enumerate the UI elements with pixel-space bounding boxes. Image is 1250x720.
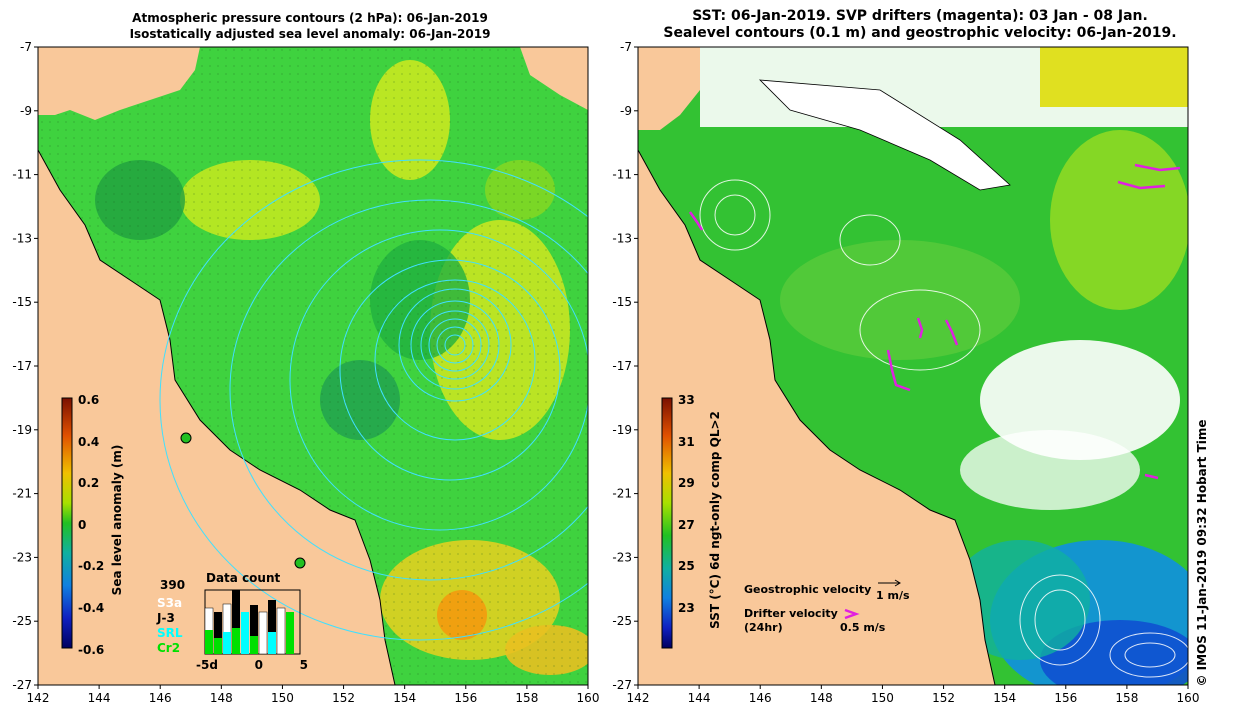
legend-j3: J-3 bbox=[157, 611, 175, 625]
x-tick-label: 146 bbox=[149, 691, 172, 705]
data-count-inset bbox=[204, 589, 301, 655]
left-panel-title: Atmospheric pressure contours (2 hPa): 0… bbox=[100, 10, 520, 42]
legend-cr2: Cr2 bbox=[157, 641, 181, 655]
y-tick-label: -15 bbox=[612, 295, 632, 309]
drifter-scale: 0.5 m/s bbox=[840, 621, 886, 634]
right-panel-title: SST: 06-Jan-2019. SVP drifters (magenta)… bbox=[640, 8, 1200, 42]
sst-colorbar-ticks: 33 31 29 27 25 23 bbox=[678, 390, 695, 619]
y-tick-label: -7 bbox=[20, 40, 32, 54]
sst-tick: 23 bbox=[678, 600, 695, 615]
y-tick-label: -13 bbox=[612, 231, 632, 245]
y-tick-label: -19 bbox=[612, 423, 632, 437]
x-tick-label: 152 bbox=[932, 691, 955, 705]
sst-colorbar-label: SST (°C) 6d ngt-only comp QL>2 bbox=[708, 411, 722, 629]
y-tick-label: -11 bbox=[612, 168, 632, 182]
x-tick-label: 156 bbox=[1054, 691, 1077, 705]
sla-colorbar-ticks: 0.6 0.4 0.2 0 -0.2 -0.4 -0.6 bbox=[78, 390, 104, 660]
y-tick-label: -11 bbox=[12, 168, 32, 182]
x-tick-label: 154 bbox=[993, 691, 1016, 705]
x-tick-label: 156 bbox=[454, 691, 477, 705]
x-tick-label: 142 bbox=[627, 691, 650, 705]
y-tick-label: -13 bbox=[12, 231, 32, 245]
x-tick-label: 148 bbox=[810, 691, 833, 705]
right-title-line1: SST: 06-Jan-2019. SVP drifters (magenta)… bbox=[692, 8, 1148, 24]
y-tick-label: -27 bbox=[612, 678, 632, 692]
y-tick-label: -25 bbox=[612, 614, 632, 628]
sla-tick: 0.2 bbox=[78, 476, 100, 491]
sst-tick: 25 bbox=[678, 559, 695, 574]
pressure-contours bbox=[159, 159, 588, 641]
y-tick-label: -25 bbox=[12, 614, 32, 628]
sla-map bbox=[38, 47, 588, 685]
x-tick-label: 144 bbox=[688, 691, 711, 705]
x-tick-label: 160 bbox=[577, 691, 600, 705]
y-tick-label: -19 bbox=[12, 423, 32, 437]
imos-credit: © IMOS 11-Jan-2019 09:32 Hobart Time bbox=[1195, 419, 1209, 687]
data-count-xaxis: -5d 0 5 bbox=[196, 658, 308, 672]
sst-tick: 27 bbox=[678, 517, 695, 532]
legend-s3a: S3a bbox=[157, 596, 183, 610]
x-tick-label: 158 bbox=[1115, 691, 1138, 705]
x-tick-label: 158 bbox=[515, 691, 538, 705]
data-count-x-tick: 0 bbox=[254, 658, 263, 672]
y-tick-label: -7 bbox=[620, 40, 632, 54]
x-tick-label: 146 bbox=[749, 691, 772, 705]
y-tick-label: -23 bbox=[612, 550, 632, 564]
data-count-legend: S3a J-3 SRL Cr2 bbox=[157, 596, 183, 656]
x-tick-label: 154 bbox=[393, 691, 416, 705]
y-tick-label: -21 bbox=[612, 487, 632, 501]
x-tick-label: 150 bbox=[271, 691, 294, 705]
sst-tick: 29 bbox=[678, 476, 695, 491]
geostrophic-scale: 1 m/s bbox=[876, 589, 910, 602]
sst-tick: 31 bbox=[678, 434, 695, 449]
left-title-line1: Atmospheric pressure contours (2 hPa): 0… bbox=[132, 11, 488, 25]
y-tick-label: -17 bbox=[612, 359, 632, 373]
data-count-title: Data count bbox=[206, 571, 281, 585]
y-tick-label: -21 bbox=[12, 487, 32, 501]
x-tick-label: 148 bbox=[210, 691, 233, 705]
land-solomon bbox=[520, 47, 588, 110]
sla-tick: 0 bbox=[78, 517, 87, 532]
sla-tick: 0.6 bbox=[78, 393, 100, 407]
data-count-x-tick: 5 bbox=[299, 658, 308, 672]
geostrophic-label: Geostrophic velocity bbox=[744, 583, 872, 596]
axes-layer: 142 144 146 148 150 152 154 156 158 160 -7 -9 -11 -13… bbox=[12, 40, 1199, 705]
sla-tick: 0.4 bbox=[78, 434, 100, 449]
data-count-total: 390 bbox=[160, 578, 186, 592]
sealevel-contours bbox=[699, 179, 1188, 678]
data-count-bars bbox=[204, 590, 294, 655]
y-tick-label: -17 bbox=[12, 359, 32, 373]
y-tick-label: -23 bbox=[12, 550, 32, 564]
sla-tick: -0.6 bbox=[78, 642, 105, 657]
sla-tick: -0.2 bbox=[78, 559, 105, 574]
drifter-label-2: (24hr) bbox=[744, 621, 783, 634]
drifter-scale-arrow bbox=[844, 608, 860, 620]
land-australia bbox=[38, 149, 396, 685]
y-tick-label: -9 bbox=[620, 104, 632, 118]
x-tick-label: 144 bbox=[88, 691, 111, 705]
legend-srl: SRL bbox=[157, 626, 183, 640]
sst-colorbar bbox=[661, 397, 673, 649]
x-tick-label: 150 bbox=[871, 691, 894, 705]
drifter-tracks bbox=[688, 163, 1181, 480]
y-tick-label: -27 bbox=[12, 678, 32, 692]
land-australia-right bbox=[638, 149, 996, 685]
x-tick-label: 160 bbox=[1177, 691, 1200, 705]
right-title-line2: Sealevel contours (0.1 m) and geostrophi… bbox=[663, 25, 1177, 41]
y-tick-label: -15 bbox=[12, 295, 32, 309]
y-tick-label: -9 bbox=[20, 104, 32, 118]
sst-map bbox=[638, 47, 1188, 685]
drifter-label-1: Drifter velocity bbox=[744, 607, 838, 620]
sla-tick: -0.4 bbox=[78, 600, 105, 615]
land-north bbox=[38, 47, 200, 120]
data-count-x-tick: -5d bbox=[196, 658, 218, 672]
x-tick-label: 142 bbox=[27, 691, 50, 705]
x-tick-label: 152 bbox=[332, 691, 355, 705]
sla-colorbar-label: Sea level anomaly (m) bbox=[110, 444, 124, 596]
left-title-line2: Isostatically adjusted sea level anomaly… bbox=[129, 27, 491, 41]
sla-colorbar bbox=[61, 397, 73, 649]
sst-tick: 33 bbox=[678, 393, 695, 407]
